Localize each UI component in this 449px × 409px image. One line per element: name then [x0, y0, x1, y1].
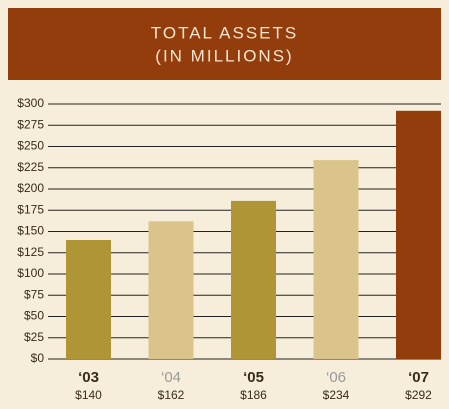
y-tick-label: $175: [17, 202, 44, 216]
y-tick-label: $250: [17, 139, 44, 153]
bar: [231, 200, 276, 359]
title-band: [8, 8, 441, 80]
y-tick-label: $25: [24, 330, 44, 344]
y-tick-label: $0: [31, 351, 45, 365]
y-tick-label: $225: [17, 160, 44, 174]
chart-subtitle: (IN MILLIONS): [155, 46, 293, 65]
value-label: $186: [240, 388, 267, 402]
chart-title: TOTAL ASSETS: [151, 23, 298, 42]
value-label: $234: [323, 388, 350, 402]
bar: [313, 160, 359, 359]
x-tick-label: ‘06: [326, 369, 346, 386]
y-tick-label: $300: [17, 96, 44, 110]
y-tick-label: $275: [17, 117, 44, 131]
y-tick-label: $100: [17, 266, 44, 280]
bar: [148, 221, 194, 359]
x-tick-label: ‘07: [408, 369, 429, 386]
bar: [396, 110, 441, 359]
value-label: $140: [75, 388, 102, 402]
x-tick-label: ‘05: [243, 369, 264, 386]
bar: [66, 240, 111, 359]
x-tick-label: ‘04: [161, 369, 181, 386]
value-label: $162: [158, 388, 185, 402]
y-tick-label: $50: [24, 309, 44, 323]
y-tick-label: $75: [24, 287, 44, 301]
y-tick-label: $200: [17, 181, 44, 195]
value-label: $292: [405, 388, 432, 402]
y-tick-label: $125: [17, 245, 44, 259]
y-tick-label: $150: [17, 224, 44, 238]
x-tick-label: ‘03: [78, 369, 99, 386]
